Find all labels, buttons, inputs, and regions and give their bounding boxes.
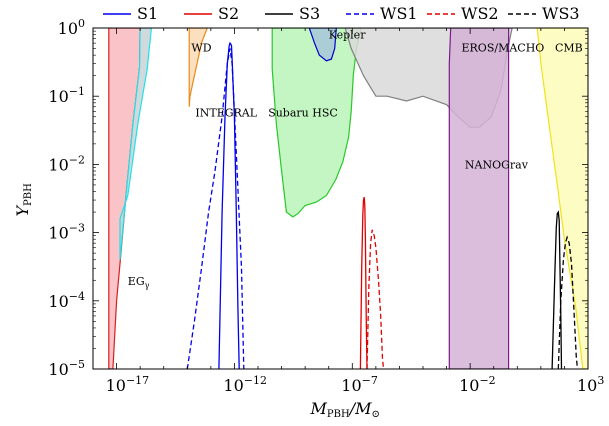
y-axis-title: YPBH xyxy=(13,183,34,217)
y-tick-label: 10−5 xyxy=(48,358,85,379)
constraint-regions xyxy=(108,28,588,369)
series-s2 xyxy=(359,197,368,369)
series-s3 xyxy=(551,210,563,369)
x-tick-label: 10−17 xyxy=(106,374,150,395)
axis-titles: MPBH/M⊙ YPBH xyxy=(13,183,380,420)
y-tick-label: 100 xyxy=(58,17,85,38)
legend-label-ws3: WS3 xyxy=(542,4,580,23)
series-ws3 xyxy=(557,235,579,369)
x-tick-label: 10−7 xyxy=(341,374,378,395)
y-tick-label: 10−2 xyxy=(48,153,85,174)
legend-label-s1: S1 xyxy=(137,4,158,23)
axis-ticks: 10−17 10−12 10−7 10−2 103 100 10−1 10−2 10−3 10−4… xyxy=(48,17,604,395)
region-labels: EGγ INTEGRAL WD Subaru HSC EROS/MACHO Kepler N… xyxy=(128,29,583,291)
legend-label-ws1: WS1 xyxy=(380,4,418,23)
x-axis-title: MPBH/M⊙ xyxy=(310,399,380,420)
legend: S1 S2 S3 WS1 WS2 WS3 xyxy=(103,4,580,23)
x-tick-label: 10−12 xyxy=(223,374,267,395)
x-tick-label: 10−2 xyxy=(459,374,496,395)
region-label-integral: INTEGRAL xyxy=(195,107,257,120)
y-tick-label: 10−1 xyxy=(48,85,85,106)
legend-label-s2: S2 xyxy=(218,4,239,23)
plot-frame xyxy=(92,27,589,370)
series-s1 xyxy=(218,41,240,369)
region-cmb xyxy=(536,28,588,369)
region-label-subaru-hsc: Subaru HSC xyxy=(268,107,338,120)
region-integral xyxy=(119,28,153,260)
region-label-wd: WD xyxy=(191,42,211,55)
series-ws1 xyxy=(186,48,245,369)
region-label-cmb: CMB xyxy=(555,42,583,55)
region-label-kepler: Kepler xyxy=(329,29,367,42)
legend-label-s3: S3 xyxy=(299,4,320,23)
x-tick-label: 103 xyxy=(577,374,604,395)
region-kepler xyxy=(308,28,337,62)
region-label-nanograv: NANOGrav xyxy=(465,159,529,172)
region-subaru-hsc xyxy=(271,28,362,218)
region-wd xyxy=(188,28,208,107)
region-nanograv xyxy=(448,28,510,369)
y-tick-label: 10−4 xyxy=(48,290,85,311)
data-series xyxy=(186,41,579,369)
region-label-eg: EGγ xyxy=(128,275,150,290)
y-tick-label: 10−3 xyxy=(48,222,85,243)
legend-label-ws2: WS2 xyxy=(461,4,499,23)
region-label-eros-macho: EROS/MACHO xyxy=(462,42,545,55)
